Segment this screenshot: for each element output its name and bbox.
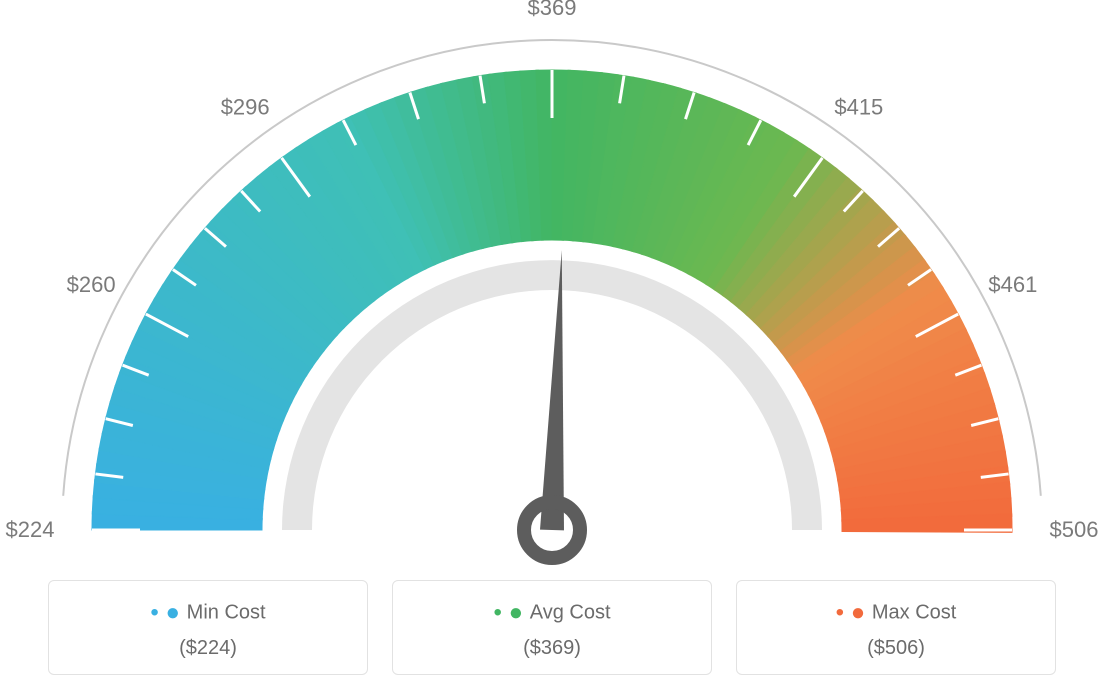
legend-label-min: ● Min Cost [59,599,357,627]
svg-text:$415: $415 [834,95,883,120]
gauge-svg: $224 $260 $296 $369 $415 $461 $506 [0,0,1104,570]
legend-card-avg: ● Avg Cost ($369) [392,580,712,675]
svg-text:$296: $296 [221,95,270,120]
legend-label-max: ● Max Cost [747,599,1045,627]
svg-text:$224: $224 [6,517,55,542]
svg-text:$369: $369 [528,0,577,20]
gauge-chart: $224 $260 $296 $369 $415 $461 $506 [0,0,1104,570]
svg-text:$506: $506 [1050,517,1099,542]
legend-card-max: ● Max Cost ($506) [736,580,1056,675]
legend-label-avg: ● Avg Cost [403,599,701,627]
svg-text:$461: $461 [988,272,1037,297]
svg-text:$260: $260 [67,272,116,297]
legend-value-max: ($506) [747,637,1045,660]
legend-row: ● Min Cost ($224) ● Avg Cost ($369) ● Ma… [0,580,1104,675]
legend-value-avg: ($369) [403,637,701,660]
legend-value-min: ($224) [59,637,357,660]
legend-card-min: ● Min Cost ($224) [48,580,368,675]
